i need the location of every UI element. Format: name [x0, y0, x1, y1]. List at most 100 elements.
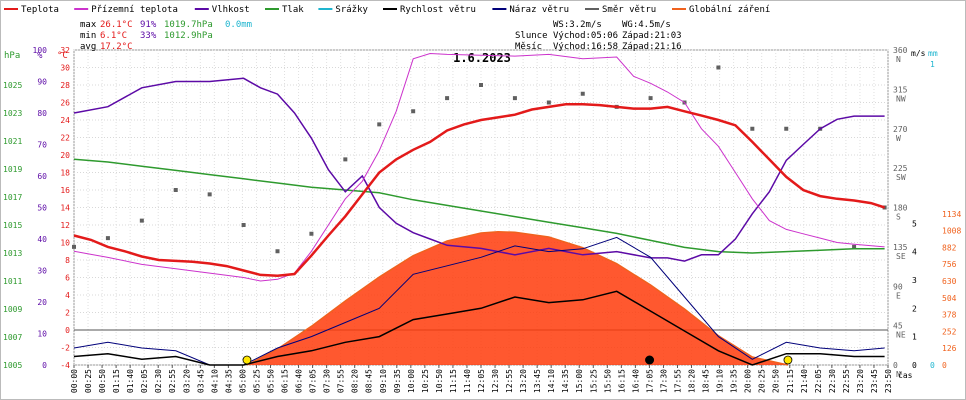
wind-dir-point: [72, 244, 76, 249]
stat-max-temp: 26.1°C: [100, 20, 133, 30]
wind-dir-point: [852, 244, 857, 249]
x-tick-label: 00:50: [98, 369, 107, 393]
moonrise-marker: [645, 355, 655, 365]
x-tick-label: 07:30: [323, 369, 332, 393]
axis-celsius-tick: 28: [60, 81, 70, 90]
axis-winddir-name: SW: [896, 173, 906, 182]
x-tick-label: 06:40: [295, 369, 304, 393]
x-tick-label: 17:05: [645, 369, 654, 393]
x-tick-label: 22:55: [842, 369, 851, 393]
x-tick-label: 23:45: [870, 369, 879, 393]
axis-winddir-name: N: [896, 55, 901, 64]
axis-celsius-tick: 32: [60, 46, 70, 55]
stat-min-label: min: [80, 31, 96, 41]
axis-mm-label: mm: [928, 49, 938, 58]
axis-ms-tick: 5: [912, 219, 917, 228]
wind-dir-point: [750, 126, 755, 131]
axis-percent-tick: 70: [37, 141, 47, 150]
axis-radiation-tick: 0: [942, 361, 947, 370]
axis-percent-tick: 0: [42, 361, 47, 370]
x-tick-label: 10:25: [421, 369, 430, 393]
axis-winddir-name: W: [896, 134, 901, 143]
x-tick-label: 08:20: [351, 369, 360, 393]
x-tick-label: 15:50: [603, 369, 612, 393]
series-ground-temp: [73, 52, 885, 282]
axis-winddir-name: S: [896, 213, 901, 222]
axis-celsius-label: °C: [57, 51, 68, 61]
sunset-marker: [783, 355, 793, 365]
x-tick-label: 18:20: [688, 369, 697, 393]
x-tick-label: 17:30: [659, 369, 668, 393]
axis-radiation-tick: 252: [942, 327, 957, 336]
x-tick-label: 11:40: [463, 369, 472, 393]
x-tick-label: 10:50: [435, 369, 444, 393]
series-temperature: [73, 103, 885, 278]
info-moon-rise: Východ:16:58: [553, 42, 618, 52]
axis-radiation-tick: 504: [942, 294, 957, 303]
x-tick-label: 07:55: [337, 369, 346, 393]
axis-celsius-tick: -2: [60, 344, 70, 353]
x-tick-label: 05:25: [252, 369, 261, 393]
axis-hpa-tick: 1009: [3, 305, 22, 314]
x-tick-label: 09:35: [393, 369, 402, 393]
info-sun-set: Západ:21:03: [622, 31, 682, 41]
x-tick-label: 12:55: [505, 369, 514, 393]
axis-radiation-tick: 378: [942, 311, 957, 320]
legend-label: Vlhkost: [212, 5, 250, 15]
wind-dir-point: [882, 205, 887, 210]
x-tick-label: 17:55: [673, 369, 682, 393]
stat-avg-temp: 17.2°C: [100, 42, 133, 52]
axis-celsius-tick: 8: [65, 256, 70, 265]
axis-ms-tick: 2: [912, 304, 917, 313]
axis-ms-tick: 4: [912, 248, 917, 257]
x-tick-label: 13:20: [519, 369, 528, 393]
stat-min-press: 1012.9hPa: [164, 31, 213, 41]
axis-ms-tick: 1: [912, 333, 917, 342]
x-tick-label: 14:10: [547, 369, 556, 393]
stat-max-press: 1019.7hPa: [164, 20, 213, 30]
x-tick-label: 15:00: [575, 369, 584, 393]
legend-label: Rychlost větru: [400, 5, 476, 15]
legend-label: Globální záření: [689, 5, 770, 15]
axis-winddir-tick: 180: [893, 204, 908, 213]
x-tick-label: 14:35: [561, 369, 570, 393]
x-tick-label: 03:20: [182, 369, 191, 393]
wind-dir-point: [411, 109, 416, 114]
series-radiation-area: [247, 231, 788, 365]
axis-celsius-tick: -4: [60, 361, 70, 370]
x-tick-label: 07:05: [309, 369, 318, 393]
x-tick-label: 20:00: [744, 369, 753, 393]
axis-ms-tick: 0: [912, 361, 917, 370]
x-tick-label: 16:40: [631, 369, 640, 393]
x-tick-label: 01:40: [126, 369, 135, 393]
stat-max-rain: 0.0mm: [225, 20, 252, 30]
axis-hpa-tick: 1005: [3, 361, 22, 370]
x-tick-label: 05:00: [238, 369, 247, 393]
axis-winddir-tick: 0: [893, 361, 898, 370]
legend-label: Tlak: [282, 5, 304, 15]
wind-dir-point: [343, 157, 348, 162]
axis-hpa-tick: 1021: [3, 137, 22, 146]
axis-winddir-name: NW: [896, 94, 906, 103]
x-tick-label: 22:30: [828, 369, 837, 393]
axis-percent-tick: 100: [33, 46, 48, 55]
wind-dir-point: [309, 231, 314, 236]
info-sun-label: Slunce: [515, 31, 548, 41]
axis-winddir-tick: 90: [893, 282, 903, 291]
axis-radiation-tick: 1008: [942, 227, 961, 236]
axis-radiation-tick: 756: [942, 260, 957, 269]
axis-ms-label: m/s: [911, 49, 926, 58]
x-tick-label: 18:45: [702, 369, 711, 393]
x-tick-label: 12:30: [491, 369, 500, 393]
legend-label: Směr větru: [602, 5, 656, 15]
x-tick-label: 10:00: [407, 369, 416, 393]
wind-dir-point: [105, 236, 110, 241]
axis-hpa-tick: 1025: [3, 81, 22, 90]
wind-dir-point: [580, 91, 585, 96]
axis-winddir-tick: 225: [893, 164, 908, 173]
series-wind-speed: [73, 290, 885, 366]
axis-radiation-tick: 1134: [942, 210, 961, 219]
stat-min-temp: 6.1°C: [100, 31, 127, 41]
axis-percent-tick: 40: [37, 235, 47, 244]
